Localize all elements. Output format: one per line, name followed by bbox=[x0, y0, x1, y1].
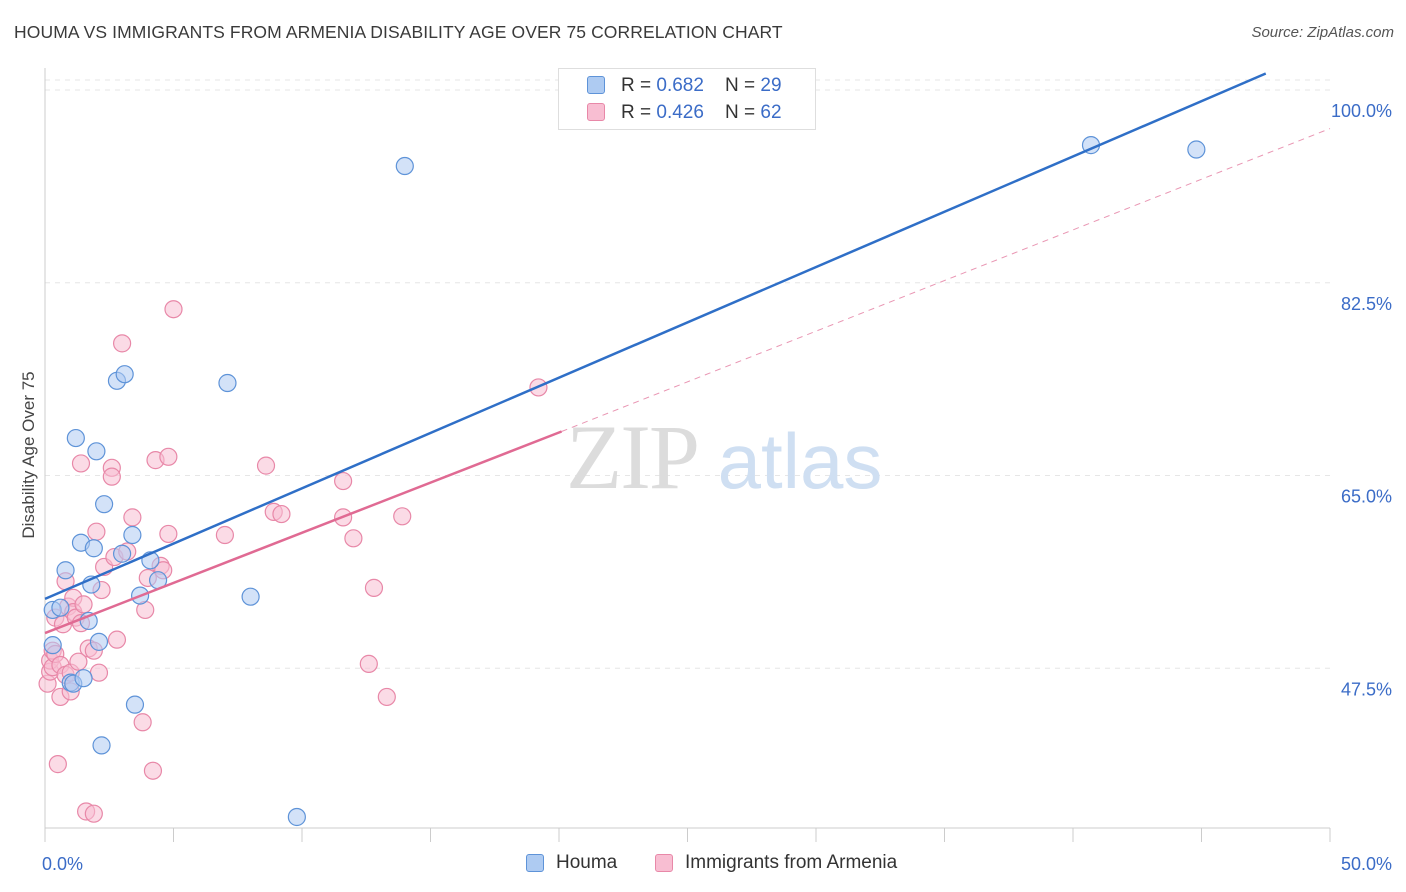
watermark: ZIP atlas bbox=[566, 406, 882, 508]
armenia-trend-line bbox=[44, 430, 563, 635]
armenia-point bbox=[364, 578, 384, 597]
houma-point bbox=[1187, 140, 1206, 159]
armenia-point bbox=[123, 508, 142, 527]
houma-r-value: 0.682 bbox=[656, 75, 704, 96]
armenia-point bbox=[272, 504, 291, 524]
x-tick-label: 0.0% bbox=[42, 854, 83, 874]
houma-point bbox=[87, 442, 106, 461]
source-label: Source: ZipAtlas.com bbox=[1251, 24, 1394, 41]
armenia-point bbox=[159, 447, 178, 466]
legend-series: Houma Immigrants from Armenia bbox=[0, 852, 1406, 878]
armenia-point bbox=[215, 525, 234, 545]
houma-n-label: N = bbox=[725, 75, 761, 96]
armenia-n-label: N = bbox=[725, 102, 761, 123]
y-tick-label: 65.0% bbox=[1341, 487, 1392, 507]
armenia-legend-swatch bbox=[655, 854, 673, 872]
watermark-atlas: atlas bbox=[718, 417, 883, 505]
armenia-point bbox=[159, 524, 178, 544]
grid-lines bbox=[45, 79, 1330, 669]
houma-n-value: 29 bbox=[760, 75, 782, 96]
armenia-trend-extension bbox=[561, 128, 1331, 432]
armenia-legend-label: Immigrants from Armenia bbox=[685, 852, 898, 873]
houma-point bbox=[95, 495, 114, 514]
houma-legend-label: Houma bbox=[556, 852, 618, 873]
watermark-zip: ZIP bbox=[566, 406, 698, 508]
armenia-point bbox=[89, 663, 109, 682]
armenia-r-label: R = bbox=[621, 102, 657, 123]
armenia-point bbox=[344, 529, 363, 548]
armenia-point bbox=[133, 713, 152, 732]
armenia-point bbox=[87, 522, 106, 541]
houma-point bbox=[66, 428, 85, 448]
houma-point bbox=[74, 669, 93, 688]
armenia-point bbox=[359, 654, 378, 673]
houma-point bbox=[218, 373, 237, 393]
armenia-point bbox=[107, 630, 127, 649]
armenia-swatch bbox=[587, 103, 605, 121]
armenia-point bbox=[48, 755, 67, 774]
houma-point bbox=[115, 365, 134, 384]
houma-r-label: R = bbox=[621, 75, 657, 96]
armenia-point bbox=[334, 471, 353, 491]
armenia-point bbox=[102, 467, 121, 486]
houma-point bbox=[395, 156, 414, 176]
armenia-point bbox=[143, 761, 163, 780]
houma-legend-swatch bbox=[526, 854, 544, 872]
legend-stats: R = 0.682 N = 29 R = 0.426 N = 62 bbox=[558, 68, 816, 130]
armenia-point bbox=[377, 687, 396, 707]
axes bbox=[44, 68, 1331, 842]
chart-title: HOUMA VS IMMIGRANTS FROM ARMENIA DISABIL… bbox=[14, 22, 783, 42]
houma-point bbox=[89, 632, 109, 651]
armenia-point bbox=[74, 595, 93, 614]
armenia-n-value: 62 bbox=[760, 102, 782, 123]
y-tick-label: 100.0% bbox=[1331, 101, 1392, 121]
armenia-point bbox=[393, 507, 412, 526]
armenia-point bbox=[256, 456, 276, 475]
houma-point bbox=[92, 736, 111, 755]
trend-lines bbox=[44, 72, 1331, 635]
houma-point bbox=[123, 525, 142, 545]
data-points bbox=[38, 136, 1206, 827]
armenia-point bbox=[71, 454, 91, 473]
houma-point bbox=[43, 636, 62, 655]
houma-point bbox=[56, 561, 75, 580]
y-tick-label: 82.5% bbox=[1341, 294, 1392, 314]
houma-trend-line bbox=[44, 72, 1267, 601]
houma-point bbox=[84, 539, 103, 558]
houma-swatch bbox=[587, 76, 605, 94]
x-tick-label: 50.0% bbox=[1341, 854, 1392, 874]
houma-point bbox=[112, 544, 132, 563]
houma-point bbox=[125, 695, 145, 714]
armenia-point bbox=[164, 300, 183, 319]
armenia-point bbox=[84, 804, 103, 823]
armenia-point bbox=[112, 334, 132, 353]
y-tick-label: 47.5% bbox=[1341, 679, 1392, 699]
armenia-r-value: 0.426 bbox=[656, 102, 704, 123]
houma-point bbox=[51, 598, 70, 617]
armenia-point bbox=[69, 652, 88, 671]
y-axis-label: Disability Age Over 75 bbox=[19, 371, 38, 538]
houma-point bbox=[287, 807, 306, 827]
houma-point bbox=[241, 587, 260, 606]
tick-labels: 100.0% 82.5% 65.0% 47.5% 0.0% 50.0% bbox=[42, 101, 1392, 874]
